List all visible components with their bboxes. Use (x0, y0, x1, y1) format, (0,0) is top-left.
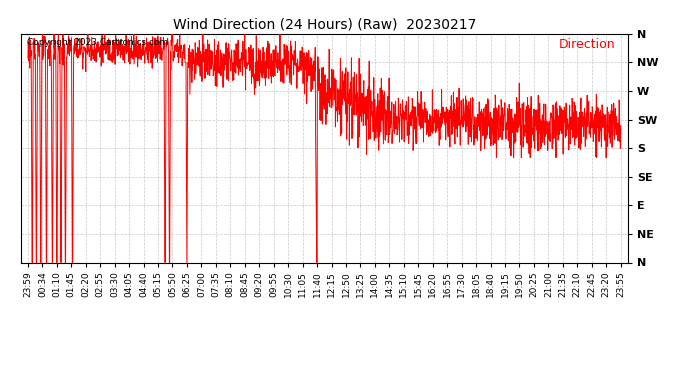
Text: Direction: Direction (559, 38, 615, 51)
Text: Copyright 2023 Cartronics.com: Copyright 2023 Cartronics.com (27, 38, 168, 47)
Title: Wind Direction (24 Hours) (Raw)  20230217: Wind Direction (24 Hours) (Raw) 20230217 (172, 17, 476, 31)
